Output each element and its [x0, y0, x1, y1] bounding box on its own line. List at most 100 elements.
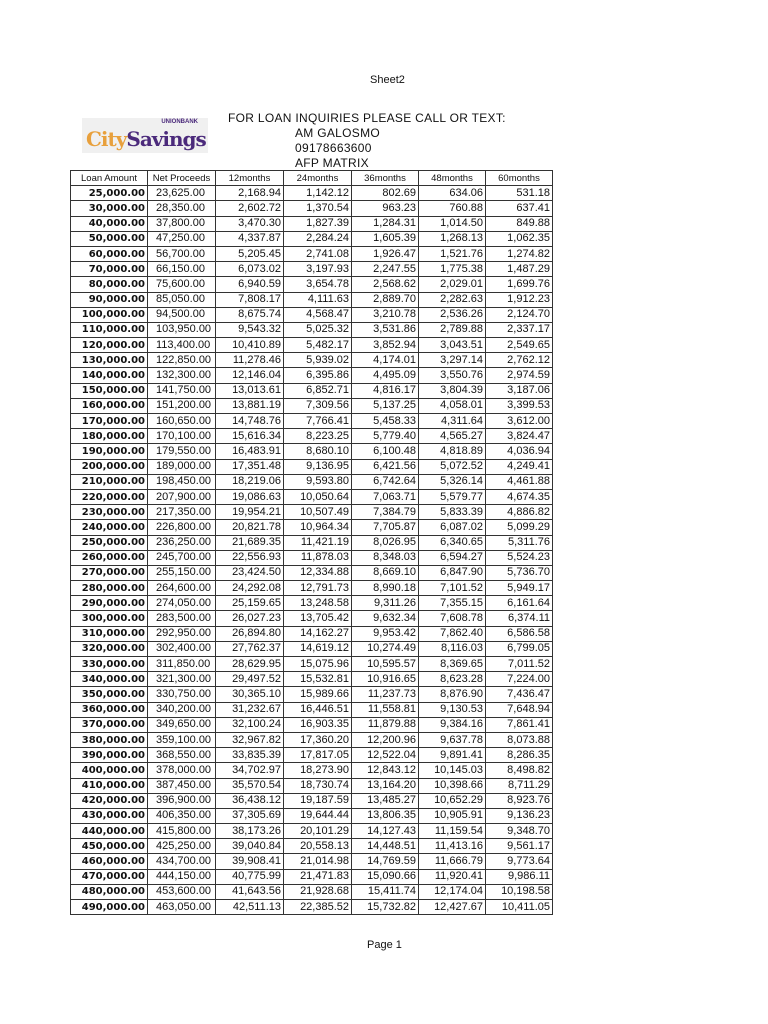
table-cell: 7,309.56	[283, 397, 352, 415]
table-cell: 963.23	[351, 200, 419, 217]
table-cell: 6,940.59	[215, 276, 284, 293]
table-cell: 14,619.12	[283, 640, 352, 658]
table-cell: 4,174.01	[351, 352, 419, 369]
table-cell: 8,623.28	[418, 671, 486, 688]
table-cell: 6,586.58	[485, 625, 553, 642]
agent-name: AM GALOSMO	[295, 126, 381, 140]
table-cell: 4,818.89	[418, 443, 486, 460]
table-cell: 35,570.54	[215, 777, 284, 794]
table-cell: 11,666.79	[418, 853, 486, 870]
table-cell: 634.06	[418, 185, 486, 202]
table-cell: 4,886.82	[485, 504, 553, 521]
table-cell: 3,197.93	[283, 261, 352, 278]
table-cell: 2,124.70	[485, 306, 553, 323]
table-row: 90,000.00 85,050.00 7,808.17 4,111.63 2,889.…	[70, 291, 553, 308]
table-cell: 7,862.40	[418, 625, 486, 642]
table-cell: 1,699.76	[485, 276, 553, 293]
table-cell: 23,424.50	[215, 564, 284, 582]
table-cell: 3,804.39	[418, 382, 486, 399]
table-row: 470,000.00 444,150.00 40,775.99 21,471.83 15…	[70, 868, 553, 885]
table-cell: 103,950.00	[147, 321, 216, 339]
table-row: 240,000.00 226,800.00 20,821.78 10,964.34 7,…	[70, 519, 553, 536]
table-cell: 4,337.87	[215, 230, 284, 247]
table-cell: 9,593.80	[283, 473, 352, 490]
table-cell: 1,605.39	[351, 230, 419, 247]
table-cell: 1,014.50	[418, 215, 486, 232]
table-cell: 8,286.35	[485, 747, 553, 764]
table-cell: 406,350.00	[147, 807, 216, 825]
table-cell: 2,337.17	[485, 321, 553, 339]
table-cell: 14,162.27	[283, 625, 352, 642]
table-cell: 2,284.24	[283, 230, 352, 247]
column-header: 24months	[283, 169, 352, 187]
table-cell: 2,974.59	[485, 367, 553, 384]
table-cell: 444,150.00	[147, 868, 216, 885]
table-cell: 28,350.00	[147, 200, 216, 217]
table-cell: 5,025.32	[283, 321, 352, 339]
table-cell: 26,027.23	[215, 610, 284, 627]
table-cell: 7,766.41	[283, 412, 352, 430]
table-cell: 2,168.94	[215, 185, 284, 202]
table-cell: 180,000.00	[70, 428, 148, 445]
table-cell: 24,292.08	[215, 580, 284, 597]
table-cell: 9,136.95	[283, 458, 352, 475]
table-cell: 10,198.58	[485, 883, 553, 901]
table-cell: 12,200.96	[351, 731, 419, 749]
table-cell: 226,800.00	[147, 519, 216, 536]
table-cell: 10,507.49	[283, 504, 352, 521]
table-row: 40,000.00 37,800.00 3,470.30 1,827.39 1,284.…	[70, 215, 553, 232]
table-cell: 3,043.51	[418, 337, 486, 354]
table-row: 70,000.00 66,150.00 6,073.02 3,197.93 2,247.…	[70, 261, 553, 278]
table-row: 410,000.00 387,450.00 35,570.54 18,730.74 13…	[70, 777, 553, 794]
table-row: 150,000.00 141,750.00 13,013.61 6,852.71 4,8…	[70, 382, 553, 399]
table-cell: 9,384.16	[418, 716, 486, 733]
table-cell: 6,395.86	[283, 367, 352, 384]
table-cell: 1,142.12	[283, 185, 352, 202]
table-cell: 7,648.94	[485, 701, 553, 718]
table-row: 25,000.00 23,625.00 2,168.94 1,142.12 802.69…	[70, 185, 553, 202]
table-cell: 240,000.00	[70, 519, 148, 536]
table-cell: 321,300.00	[147, 671, 216, 688]
table-cell: 22,556.93	[215, 549, 284, 566]
table-row: 140,000.00 132,300.00 12,146.04 6,395.86 4,4…	[70, 367, 553, 384]
table-cell: 350,000.00	[70, 686, 148, 703]
table-cell: 94,500.00	[147, 306, 216, 323]
table-cell: 198,450.00	[147, 473, 216, 490]
table-cell: 8,990.18	[351, 580, 419, 597]
table-cell: 8,680.10	[283, 443, 352, 460]
table-cell: 6,073.02	[215, 261, 284, 278]
table-cell: 4,461.88	[485, 473, 553, 490]
table-cell: 17,351.48	[215, 458, 284, 475]
table-cell: 12,843.12	[351, 762, 419, 779]
table-cell: 17,360.20	[283, 731, 352, 749]
table-cell: 25,000.00	[70, 185, 148, 202]
table-cell: 531.18	[485, 185, 553, 202]
table-cell: 9,561.17	[485, 838, 553, 855]
table-cell: 10,916.65	[351, 671, 419, 688]
table-cell: 21,014.98	[283, 853, 352, 870]
table-row: 110,000.00 103,950.00 9,543.32 5,025.32 3,53…	[70, 321, 553, 339]
column-header: 48months	[418, 169, 486, 187]
loan-matrix-table: Loan Amount Net Proceeds 12months 24months 3…	[70, 169, 553, 916]
table-cell: 6,374.11	[485, 610, 553, 627]
table-row: 210,000.00 198,450.00 18,219.06 9,593.80 6,7…	[70, 473, 553, 490]
table-row: 260,000.00 245,700.00 22,556.93 11,878.03 8,…	[70, 549, 553, 566]
table-row: 350,000.00 330,750.00 30,365.10 15,989.66 11…	[70, 686, 553, 703]
table-cell: 10,964.34	[283, 519, 352, 536]
table-cell: 4,036.94	[485, 443, 553, 460]
table-cell: 4,568.47	[283, 306, 352, 323]
table-cell: 9,130.53	[418, 701, 486, 718]
table-cell: 170,000.00	[70, 412, 148, 430]
table-cell: 10,050.64	[283, 488, 352, 506]
table-cell: 13,705.42	[283, 610, 352, 627]
table-cell: 27,762.37	[215, 640, 284, 658]
table-row: 480,000.00 453,600.00 41,643.56 21,928.68 15…	[70, 883, 553, 901]
table-cell: 29,497.52	[215, 671, 284, 688]
table-cell: 434,700.00	[147, 853, 216, 870]
table-cell: 1,926.47	[351, 245, 419, 263]
table-cell: 190,000.00	[70, 443, 148, 460]
table-row: 420,000.00 396,900.00 36,438.12 19,187.59 13…	[70, 792, 553, 809]
table-cell: 236,250.00	[147, 534, 216, 551]
table-cell: 122,850.00	[147, 352, 216, 369]
